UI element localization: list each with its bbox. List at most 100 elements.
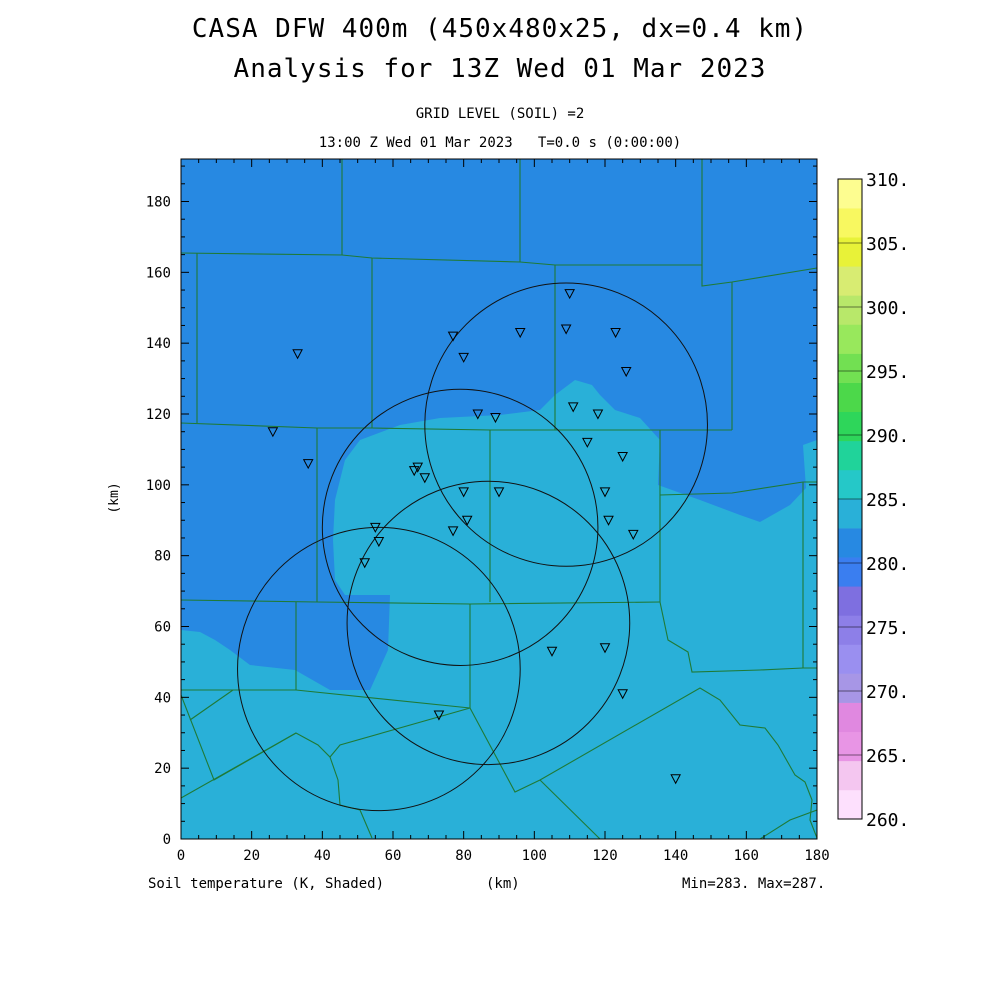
grid-level-label: GRID LEVEL (SOIL) =2 [415, 106, 585, 122]
station-marker [490, 413, 501, 424]
colorbar-swatch [838, 382, 862, 413]
x-tick-label: 120 [592, 848, 617, 864]
colorbar-swatch [838, 324, 862, 354]
y-tick-label: 40 [154, 690, 171, 706]
county-boundary [181, 599, 661, 605]
station-marker [458, 487, 469, 498]
station-marker [419, 473, 431, 484]
colorbar-label: 280. [866, 554, 909, 575]
x-axis-unit: (km) [486, 876, 520, 892]
colorbar-swatch [838, 528, 862, 558]
y-tick-label: 180 [146, 195, 171, 211]
y-tick-label: 80 [154, 549, 171, 565]
colorbar-label: 290. [866, 426, 909, 447]
station-marker [370, 522, 381, 533]
colorbar-swatch [838, 789, 862, 820]
colorbar: 260. 265. 270. 275. 280. 285. 290. 295. 300. 305.… [837, 170, 909, 831]
field-region-285 [181, 159, 817, 690]
station-marker [567, 402, 579, 413]
county-boundary [759, 809, 817, 839]
x-tick-label: 160 [734, 848, 759, 864]
y-axis-label: (km) [107, 482, 122, 513]
station-marker [472, 409, 484, 420]
colorbar-label: 285. [866, 490, 909, 511]
colorbar-swatch [838, 179, 862, 209]
plot-content [181, 159, 817, 839]
x-tick-label: 80 [455, 848, 472, 864]
y-tick-label: 120 [146, 407, 171, 423]
station-marker [564, 289, 575, 300]
station-marker [447, 526, 459, 537]
station-marker [599, 643, 611, 654]
station-marker [546, 646, 558, 657]
colorbar-label: 305. [866, 234, 909, 255]
colorbar-swatch [838, 295, 862, 325]
county-boundary [181, 694, 471, 781]
county-boundary [701, 265, 817, 287]
station-marker [433, 710, 445, 721]
station-marker [292, 349, 303, 360]
radar-range-ring [321, 388, 599, 666]
plot-area [181, 159, 817, 839]
colorbar-label: 300. [866, 298, 909, 319]
county-boundary [341, 159, 703, 266]
station-marker [514, 328, 526, 339]
radar-range-ring [346, 480, 631, 766]
min-max-label: Min=283. Max=287. [682, 876, 826, 892]
colorbar-swatch [838, 586, 862, 616]
chart-subtitle: Analysis for 13Z Wed 01 Mar 2023 [233, 54, 767, 84]
station-marker [617, 452, 628, 463]
colorbar-swatch [838, 440, 862, 471]
station-marker [302, 459, 314, 470]
axes: 0 20 40 60 80 100 120 140 160 180 0 20 40 60 80 100 120 1… [146, 158, 830, 864]
station-marker [582, 437, 593, 448]
x-tick-label: 100 [522, 848, 547, 864]
colorbar-swatch [838, 411, 862, 442]
station-marker [560, 324, 572, 335]
colorbar-swatch [838, 353, 862, 383]
colorbar-label: 260. [866, 810, 909, 831]
y-tick-label: 0 [163, 832, 171, 848]
station-marker [408, 466, 420, 477]
y-tick-label: 20 [154, 761, 171, 777]
county-boundary [659, 481, 817, 496]
colorbar-swatch [838, 760, 862, 791]
county-boundary [181, 732, 297, 799]
colorbar-label: 295. [866, 362, 909, 383]
colorbar-swatch [838, 557, 862, 587]
y-tick-label: 160 [146, 265, 171, 281]
station-marker [373, 537, 385, 548]
chart-title: CASA DFW 400m (450x480x25, dx=0.4 km) [191, 14, 809, 44]
station-marker [458, 352, 469, 363]
x-tick-label: 60 [385, 848, 402, 864]
station-marker [617, 689, 628, 700]
station-marker [670, 774, 681, 785]
colorbar-swatch [838, 615, 862, 645]
colorbar-swatch [838, 731, 862, 762]
station-marker [620, 367, 632, 378]
county-boundary [189, 689, 234, 721]
station-marker [359, 558, 371, 569]
station-marker [610, 328, 621, 339]
colorbar-swatch [838, 673, 862, 703]
y-tick-label: 140 [146, 336, 171, 352]
radar-range-ring [424, 282, 708, 567]
y-tick-label: 60 [154, 620, 171, 636]
station-marker [603, 515, 614, 526]
station-marker [627, 529, 639, 540]
x-tick-label: 0 [177, 848, 185, 864]
colorbar-swatch [838, 208, 862, 238]
colorbar-label: 310. [866, 170, 909, 191]
time-label: 13:00 Z Wed 01 Mar 2023 T=0.0 s (0:00:00… [318, 135, 682, 151]
station-marker [493, 487, 505, 498]
radar-range-ring [237, 526, 521, 812]
county-boundary [181, 689, 471, 709]
field-label: Soil temperature (K, Shaded) [148, 876, 385, 892]
station-marker [599, 487, 611, 498]
station-marker [447, 331, 459, 342]
x-tick-label: 180 [804, 848, 829, 864]
county-boundary [539, 779, 601, 839]
colorbar-label: 275. [866, 618, 909, 639]
colorbar-label: 270. [866, 682, 909, 703]
